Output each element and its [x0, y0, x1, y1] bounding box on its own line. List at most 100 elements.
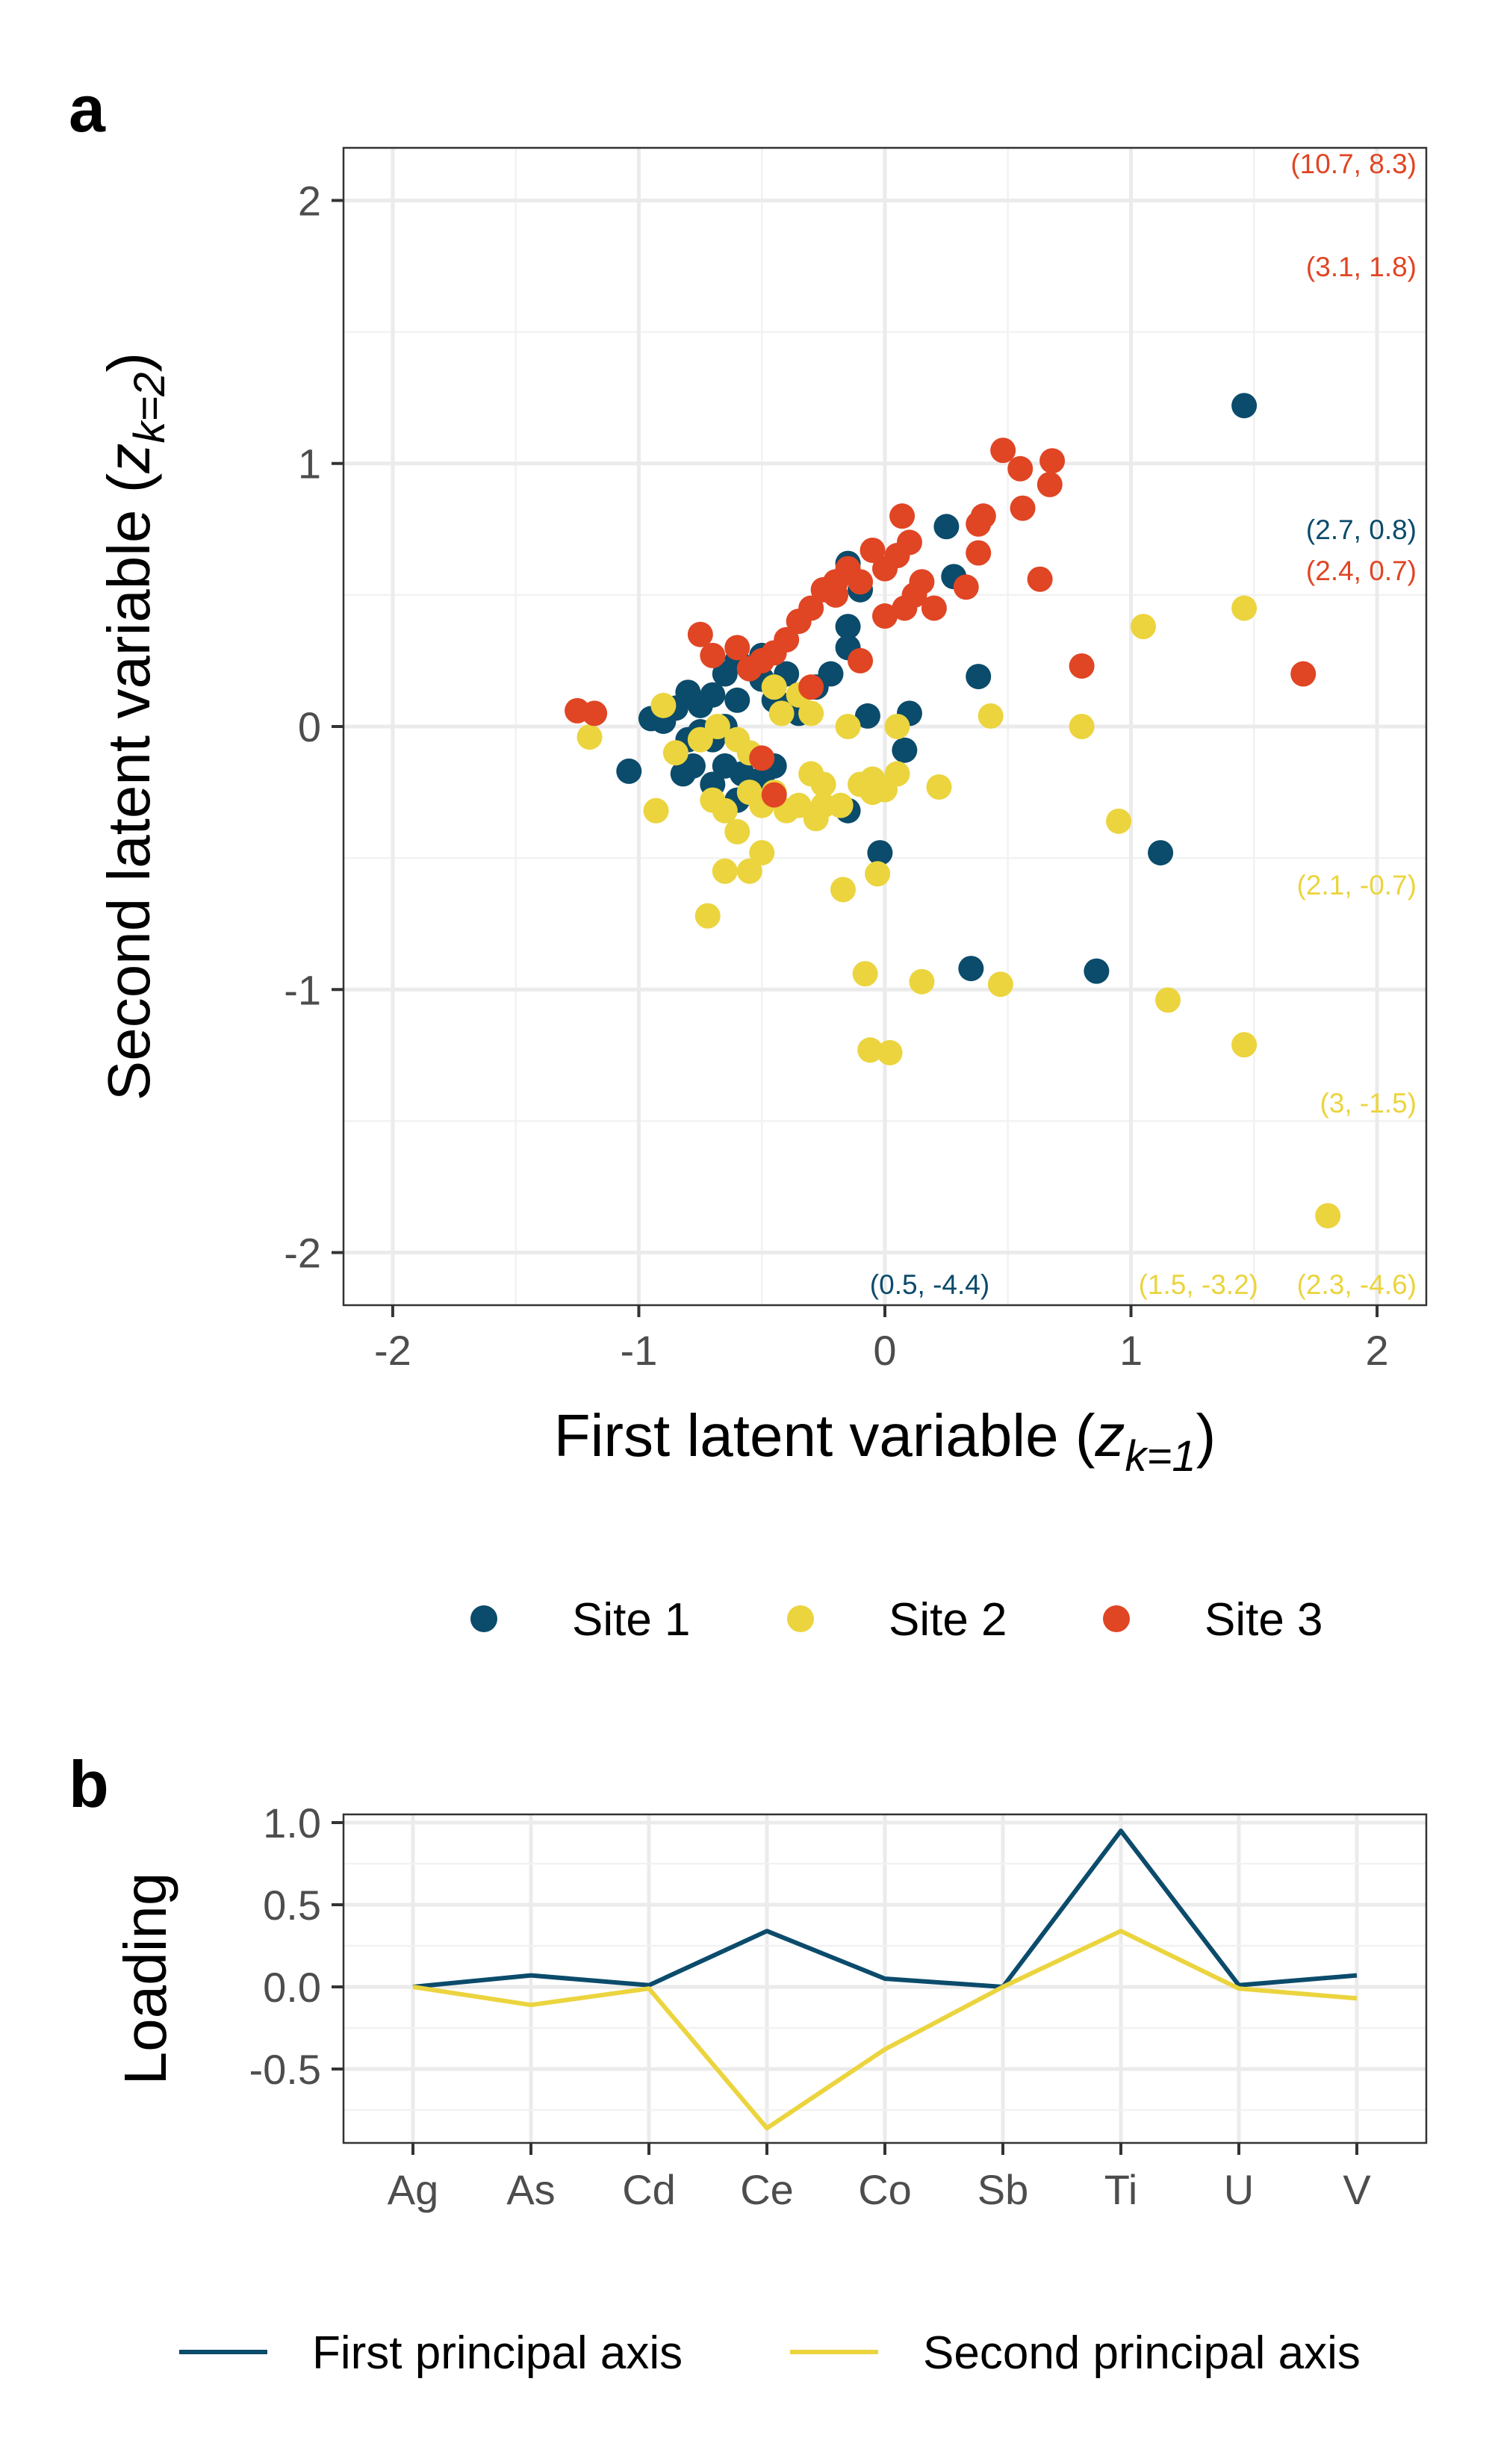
point-site-3 [1027, 566, 1053, 592]
legend-key-site-3 [1103, 1605, 1130, 1632]
point-site-2 [576, 724, 603, 750]
point-site-2 [700, 787, 726, 813]
point-site-1 [670, 761, 696, 787]
point-site-1 [1148, 840, 1174, 866]
out-of-range-annotation: (2.7, 0.8) [1306, 514, 1417, 545]
y-tick-label: 1.0 [263, 1799, 321, 1847]
point-site-1 [966, 664, 992, 690]
point-site-2 [1231, 1032, 1258, 1058]
point-site-1 [1231, 393, 1258, 419]
point-site-2 [909, 968, 935, 995]
x-tick-label: -2 [374, 1327, 411, 1374]
y-tick-label: 0.5 [263, 1882, 321, 1929]
panel-a-x-axis-title: First latent variable (zk=1) [554, 1402, 1216, 1481]
y-tick-label: -1 [284, 966, 321, 1013]
category-label: V [1343, 2166, 1371, 2213]
y-tick-label: 1 [298, 441, 321, 488]
panel-a-y-axis-title: Second latent variable (zk=2) [96, 352, 174, 1101]
point-site-2 [884, 714, 910, 739]
point-site-2 [830, 877, 856, 903]
legend-key-site-2 [787, 1605, 814, 1632]
point-site-3 [761, 782, 787, 808]
point-site-2 [810, 792, 836, 818]
x-title-main: First latent variable ( [554, 1402, 1095, 1469]
series-line-2 [412, 1929, 1358, 2131]
point-site-3 [823, 569, 849, 595]
x-title-end: ) [1196, 1402, 1216, 1469]
point-site-2 [650, 692, 677, 718]
point-site-3 [724, 635, 750, 661]
point-site-1 [712, 661, 738, 687]
y-tick-label: -2 [284, 1230, 321, 1277]
point-site-3 [687, 621, 713, 647]
point-site-2 [662, 740, 689, 766]
out-of-range-annotation: (10.7, 8.3) [1290, 149, 1417, 179]
point-site-3 [736, 656, 762, 682]
point-site-3 [798, 674, 824, 700]
point-site-3 [990, 438, 1016, 464]
panel-a: a (10.7, 8.3) (3.1, 1.8) (2.7, 0.8) (2.4, 0… [69, 72, 1428, 1646]
point-site-2 [712, 858, 738, 884]
category-label: Ti [1104, 2166, 1138, 2213]
panel-a-annotations: (10.7, 8.3) (3.1, 1.8) (2.7, 0.8) (2.4, 0.7… [870, 149, 1417, 1300]
category-label: Cd [622, 2166, 676, 2213]
out-of-range-annotation: (2.4, 0.7) [1306, 556, 1417, 586]
x-tick-label: 2 [1366, 1327, 1389, 1374]
panel-b-lines [412, 1829, 1358, 2131]
category-label: Ag [388, 2166, 439, 2213]
legend-label-site-3: Site 3 [1205, 1594, 1323, 1646]
y-tick-label: -0.5 [249, 2046, 322, 2093]
point-site-3 [700, 642, 726, 668]
panel-a-label: a [69, 72, 106, 146]
y-title-subscript: k=2 [125, 372, 174, 443]
point-site-3 [872, 556, 898, 582]
point-site-1 [835, 614, 861, 640]
point-site-2 [736, 780, 762, 806]
point-site-2 [704, 714, 730, 739]
point-site-2 [857, 1037, 883, 1063]
legend-label-axis-2: Second principal axis [923, 2327, 1361, 2379]
y-tick-label: 2 [298, 177, 321, 224]
out-of-range-annotation: (3.1, 1.8) [1306, 252, 1417, 282]
y-title-end: ) [96, 352, 162, 373]
point-site-2 [977, 703, 1004, 729]
legend-key-site-1 [470, 1605, 497, 1632]
point-site-3 [1069, 653, 1095, 679]
out-of-range-annotation: (0.5, -4.4) [870, 1269, 989, 1300]
point-site-3 [901, 582, 927, 608]
point-site-2 [1231, 595, 1258, 621]
panel-b-ticks: Ag As Cd Ce Co Sb Ti U V 1.0 0.5 0.0 -0.5 [249, 1799, 1372, 2213]
x-tick-label: 0 [873, 1327, 896, 1374]
panel-b-grid [344, 1814, 1426, 2143]
x-tick-label: 1 [1119, 1327, 1143, 1374]
category-label: Ce [740, 2166, 794, 2213]
point-site-2 [798, 700, 824, 727]
point-site-3 [1039, 448, 1066, 474]
y-title-main: Second latent variable ( [96, 473, 162, 1101]
out-of-range-annotation: (3, -1.5) [1320, 1088, 1417, 1119]
legend-label-axis-1: First principal axis [312, 2327, 683, 2379]
x-tick-label: -1 [621, 1327, 658, 1374]
out-of-range-annotation: (2.3, -4.6) [1297, 1269, 1417, 1300]
point-site-2 [1315, 1203, 1341, 1229]
y-tick-label: 0.0 [263, 1964, 321, 2011]
point-site-2 [877, 1039, 903, 1065]
point-site-1 [616, 758, 642, 784]
point-site-2 [643, 797, 669, 824]
panel-a-legend: Site 1 Site 2 Site 3 [470, 1594, 1323, 1646]
point-site-2 [687, 727, 713, 753]
point-site-1 [933, 514, 960, 540]
point-site-3 [848, 647, 874, 673]
panel-b-label: b [69, 1747, 109, 1821]
panel-b: b Ag As Cd Ce Co Sb Ti U V1.00.50.0-0.5 Loading … [69, 1747, 1428, 2379]
point-site-1 [854, 703, 880, 729]
panel-a-ticks: -2 -1 0 1 2 -2 -1 0 1 2 [284, 177, 1388, 1374]
y-title-symbol: z [96, 444, 162, 474]
point-site-2 [872, 777, 898, 803]
point-site-2 [1106, 808, 1132, 834]
point-site-2 [736, 858, 762, 884]
series-line-1 [412, 1829, 1358, 1989]
point-site-3 [872, 603, 898, 629]
point-site-1 [1084, 958, 1110, 984]
